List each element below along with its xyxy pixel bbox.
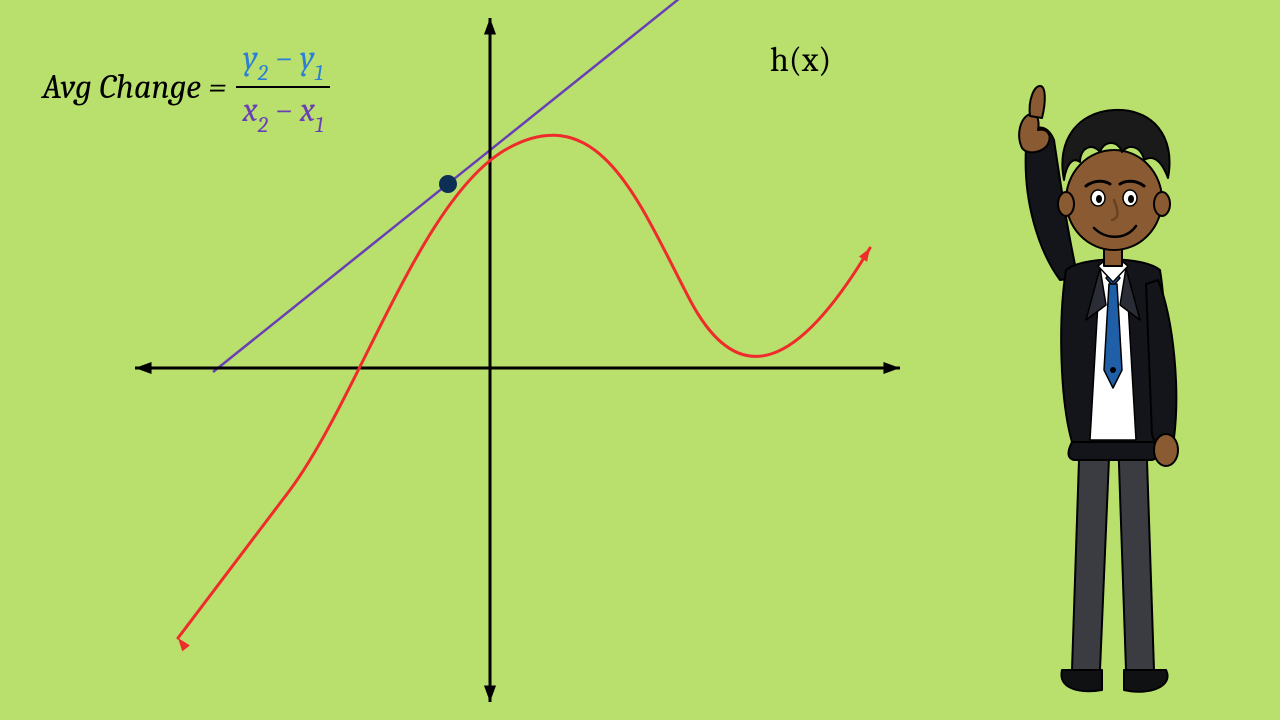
ear-left: [1058, 192, 1074, 216]
jacket-hem: [1069, 442, 1158, 460]
right-hand: [1154, 434, 1178, 466]
tangent-point: [439, 175, 457, 193]
curve-arrow-start: [178, 638, 190, 651]
teacher-character: [968, 70, 1248, 710]
jacket-button: [1110, 367, 1116, 373]
function-curve: [178, 135, 870, 638]
y-axis-arrow-up: [484, 18, 496, 35]
right-shoe: [1124, 670, 1168, 692]
left-shoe: [1061, 670, 1102, 691]
eye-left-pupil: [1096, 195, 1102, 203]
ear-right: [1154, 192, 1170, 216]
x-axis-arrow-right: [883, 362, 900, 374]
eye-right-pupil: [1128, 195, 1134, 203]
left-leg: [1072, 430, 1110, 670]
right-leg: [1118, 430, 1154, 670]
x-axis-arrow-left: [135, 362, 152, 374]
pointing-finger: [1030, 86, 1045, 118]
graph-svg: [90, 0, 950, 720]
y-axis-arrow-down: [484, 685, 496, 702]
stage: Avg Change =y2 − y1x2 − x1h(x): [0, 0, 1280, 720]
curve-arrow-end: [859, 248, 870, 262]
right-arm-sleeve: [1146, 280, 1176, 444]
left-hand: [1019, 113, 1049, 152]
